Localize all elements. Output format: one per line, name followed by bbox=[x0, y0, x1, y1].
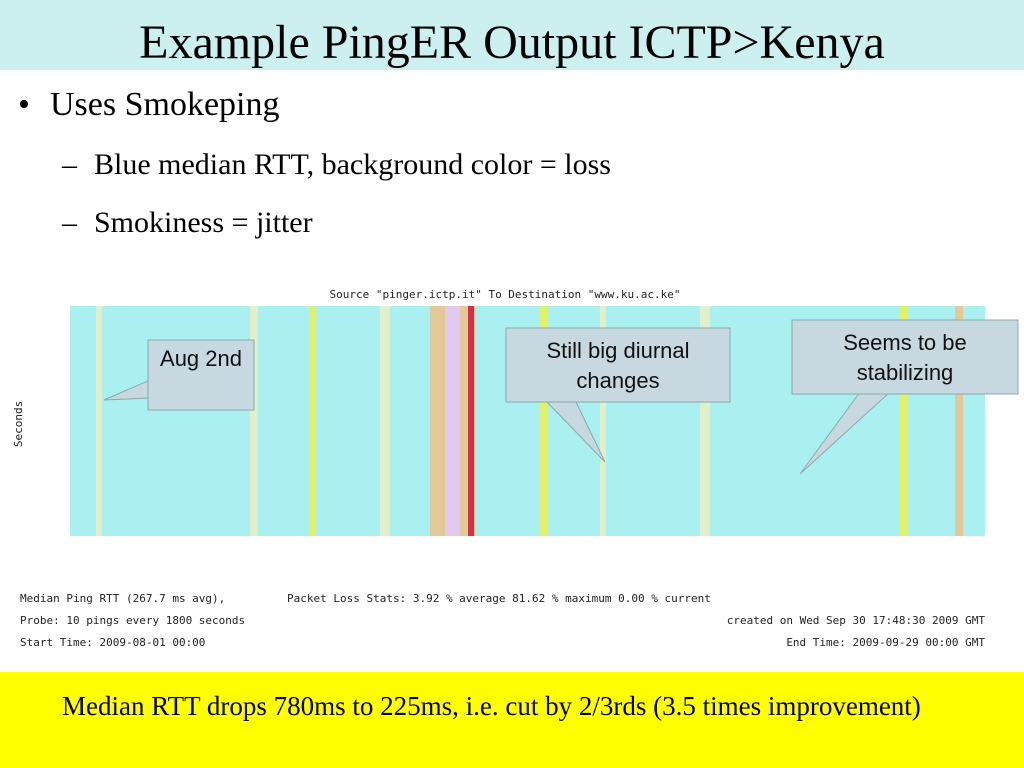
sub-bullet: Blue median RTT, background color = loss bbox=[94, 148, 611, 181]
callout-box bbox=[791, 319, 1019, 395]
loss-band bbox=[310, 306, 316, 536]
loss-band bbox=[445, 306, 460, 536]
footer: Median RTT drops 780ms to 225ms, i.e. cu… bbox=[0, 672, 1024, 768]
bullet-dot: • bbox=[18, 86, 30, 123]
probe-info: Probe: 10 pings every 1800 seconds bbox=[20, 614, 245, 627]
title-band bbox=[0, 0, 1024, 70]
loss-band bbox=[600, 306, 606, 536]
callout-text: Aug 2nd bbox=[160, 346, 242, 371]
loss-band bbox=[540, 306, 548, 536]
bullet: Uses Smokeping bbox=[50, 86, 280, 123]
callout-box bbox=[147, 339, 255, 411]
y-axis-label: Seconds bbox=[12, 401, 25, 447]
sub-bullet: Smokiness = jitter bbox=[94, 206, 313, 239]
dash: – bbox=[61, 148, 78, 181]
loss-band bbox=[96, 306, 102, 536]
end-time: End Time: 2009-09-29 00:00 GMT bbox=[786, 636, 985, 649]
created-info: created on Wed Sep 30 17:48:30 2009 GMT bbox=[727, 614, 986, 627]
callout-text: Seems to be stabilizing bbox=[843, 330, 967, 385]
series-label: Median Ping RTT (267.7 ms avg), bbox=[20, 592, 225, 605]
loss-band bbox=[700, 306, 710, 536]
callout-box bbox=[505, 327, 731, 403]
loss-band bbox=[900, 306, 908, 536]
loss-bands bbox=[96, 306, 963, 536]
dash: – bbox=[61, 206, 78, 239]
loss-band bbox=[380, 306, 390, 536]
loss-band bbox=[955, 306, 963, 536]
chart-title: Source "pinger.ictp.it" To Destination "… bbox=[330, 288, 681, 301]
loss-band bbox=[468, 306, 474, 536]
start-time: Start Time: 2009-08-01 00:00 bbox=[20, 636, 205, 649]
loss-band bbox=[250, 306, 258, 536]
callout-text: Still big diurnal changes bbox=[546, 338, 690, 393]
slide-title: Example PingER Output ICTP>Kenya bbox=[139, 16, 885, 69]
loss-stats: Packet Loss Stats: 3.92 % average 81.62 … bbox=[287, 592, 711, 605]
